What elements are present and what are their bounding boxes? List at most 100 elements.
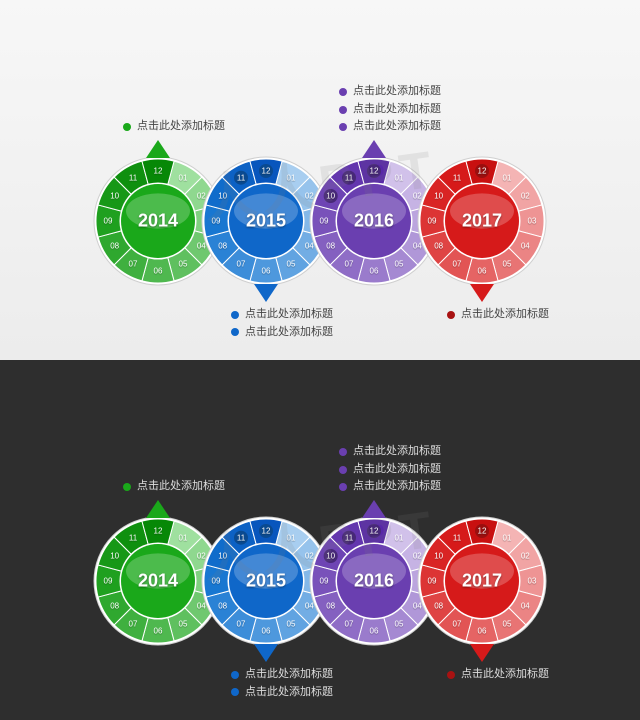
pointer-up — [146, 500, 170, 518]
callouts-2014: 点击此处添加标题 — [123, 478, 225, 496]
callout-text: 点击此处添加标题 — [353, 118, 441, 136]
segment-label: 01 — [503, 533, 512, 542]
callout-text: 点击此处添加标题 — [137, 118, 225, 136]
callout-line: 点击此处添加标题 — [339, 443, 441, 461]
callouts-2016: 点击此处添加标题点击此处添加标题点击此处添加标题 — [339, 83, 441, 136]
segment-label: 12 — [154, 527, 163, 536]
segment-label: 04 — [521, 242, 530, 251]
bullet-icon — [339, 88, 347, 96]
segment-label: 09 — [320, 577, 329, 586]
segment-label: 06 — [478, 627, 487, 636]
panel-light: 0102030405060708091011122014010203040506… — [0, 0, 640, 360]
segment-label: 06 — [262, 627, 271, 636]
segment-label: 08 — [326, 242, 335, 251]
segment-label: 06 — [154, 267, 163, 276]
segment-label: 02 — [521, 552, 530, 561]
callout-line: 点击此处添加标题 — [447, 306, 549, 324]
dials-row: 0102030405060708091011122014010203040506… — [93, 516, 547, 646]
dial-2017: 0102030405060708091011122017 — [417, 156, 547, 286]
callout-text: 点击此处添加标题 — [245, 684, 333, 702]
segment-label: 10 — [434, 552, 443, 561]
segment-label: 11 — [129, 533, 137, 542]
segment-label: 02 — [521, 192, 530, 201]
callouts-2014: 点击此处添加标题 — [123, 118, 225, 136]
segment-label: 01 — [179, 533, 188, 542]
bullet-icon — [339, 448, 347, 456]
segment-label: 09 — [428, 217, 437, 226]
year-label: 2014 — [138, 211, 178, 232]
segment-label: 08 — [218, 242, 227, 251]
segment-label: 10 — [110, 192, 119, 201]
segment-label: 05 — [179, 260, 188, 269]
segment-label: 08 — [110, 242, 119, 251]
callout-text: 点击此处添加标题 — [461, 306, 549, 324]
callouts-2017: 点击此处添加标题 — [447, 306, 549, 324]
callout-line: 点击此处添加标题 — [339, 461, 441, 479]
segment-label: 09 — [320, 217, 329, 226]
segment-label: 12 — [478, 167, 487, 176]
callout-line: 点击此处添加标题 — [447, 666, 549, 684]
pointer-up — [146, 140, 170, 158]
segment-label: 05 — [503, 620, 512, 629]
segment-label: 06 — [370, 627, 379, 636]
segment-label: 07 — [345, 620, 354, 629]
segment-label: 11 — [129, 173, 137, 182]
segment-label: 05 — [287, 260, 296, 269]
segment-label: 10 — [218, 552, 227, 561]
year-label: 2017 — [462, 211, 502, 232]
callout-text: 点击此处添加标题 — [353, 478, 441, 496]
segment-label: 12 — [370, 167, 379, 176]
callout-line: 点击此处添加标题 — [123, 478, 225, 496]
callout-line: 点击此处添加标题 — [231, 324, 333, 342]
segment-label: 03 — [528, 217, 537, 226]
bullet-icon — [231, 328, 239, 336]
segment-label: 06 — [370, 267, 379, 276]
segment-label: 11 — [345, 173, 353, 182]
pointer-down — [254, 284, 278, 302]
segment-label: 06 — [154, 627, 163, 636]
segment-label: 07 — [453, 620, 462, 629]
bullet-icon — [123, 123, 131, 131]
segment-label: 10 — [110, 552, 119, 561]
segment-label: 06 — [478, 267, 487, 276]
segment-label: 05 — [395, 260, 404, 269]
segment-label: 09 — [104, 577, 113, 586]
pointer-up — [362, 500, 386, 518]
dial-2017: 0102030405060708091011122017 — [417, 516, 547, 646]
callout-text: 点击此处添加标题 — [245, 666, 333, 684]
segment-label: 08 — [326, 602, 335, 611]
segment-label: 05 — [395, 620, 404, 629]
bullet-icon — [447, 311, 455, 319]
callouts-2016: 点击此处添加标题点击此处添加标题点击此处添加标题 — [339, 443, 441, 496]
segment-label: 11 — [237, 173, 245, 182]
bullet-icon — [339, 123, 347, 131]
pointer-up — [362, 140, 386, 158]
bullet-icon — [339, 483, 347, 491]
segment-label: 01 — [395, 533, 404, 542]
segment-label: 10 — [218, 192, 227, 201]
callout-line: 点击此处添加标题 — [231, 306, 333, 324]
bullet-icon — [231, 671, 239, 679]
callout-text: 点击此处添加标题 — [353, 101, 441, 119]
segment-label: 09 — [428, 577, 437, 586]
segment-label: 06 — [262, 267, 271, 276]
callout-line: 点击此处添加标题 — [231, 666, 333, 684]
callouts-2017: 点击此处添加标题 — [447, 666, 549, 684]
segment-label: 07 — [237, 620, 246, 629]
bullet-icon — [231, 688, 239, 696]
callouts-2015: 点击此处添加标题点击此处添加标题 — [231, 306, 333, 341]
segment-label: 08 — [434, 602, 443, 611]
segment-label: 05 — [287, 620, 296, 629]
pointer-down — [470, 284, 494, 302]
bullet-icon — [339, 466, 347, 474]
year-label: 2015 — [246, 571, 286, 592]
year-label: 2016 — [354, 571, 394, 592]
segment-label: 11 — [453, 173, 461, 182]
year-label: 2016 — [354, 211, 394, 232]
segment-label: 07 — [129, 260, 138, 269]
year-label: 2015 — [246, 211, 286, 232]
segment-label: 11 — [453, 533, 461, 542]
year-label: 2017 — [462, 571, 502, 592]
segment-label: 01 — [287, 533, 296, 542]
segment-label: 10 — [434, 192, 443, 201]
